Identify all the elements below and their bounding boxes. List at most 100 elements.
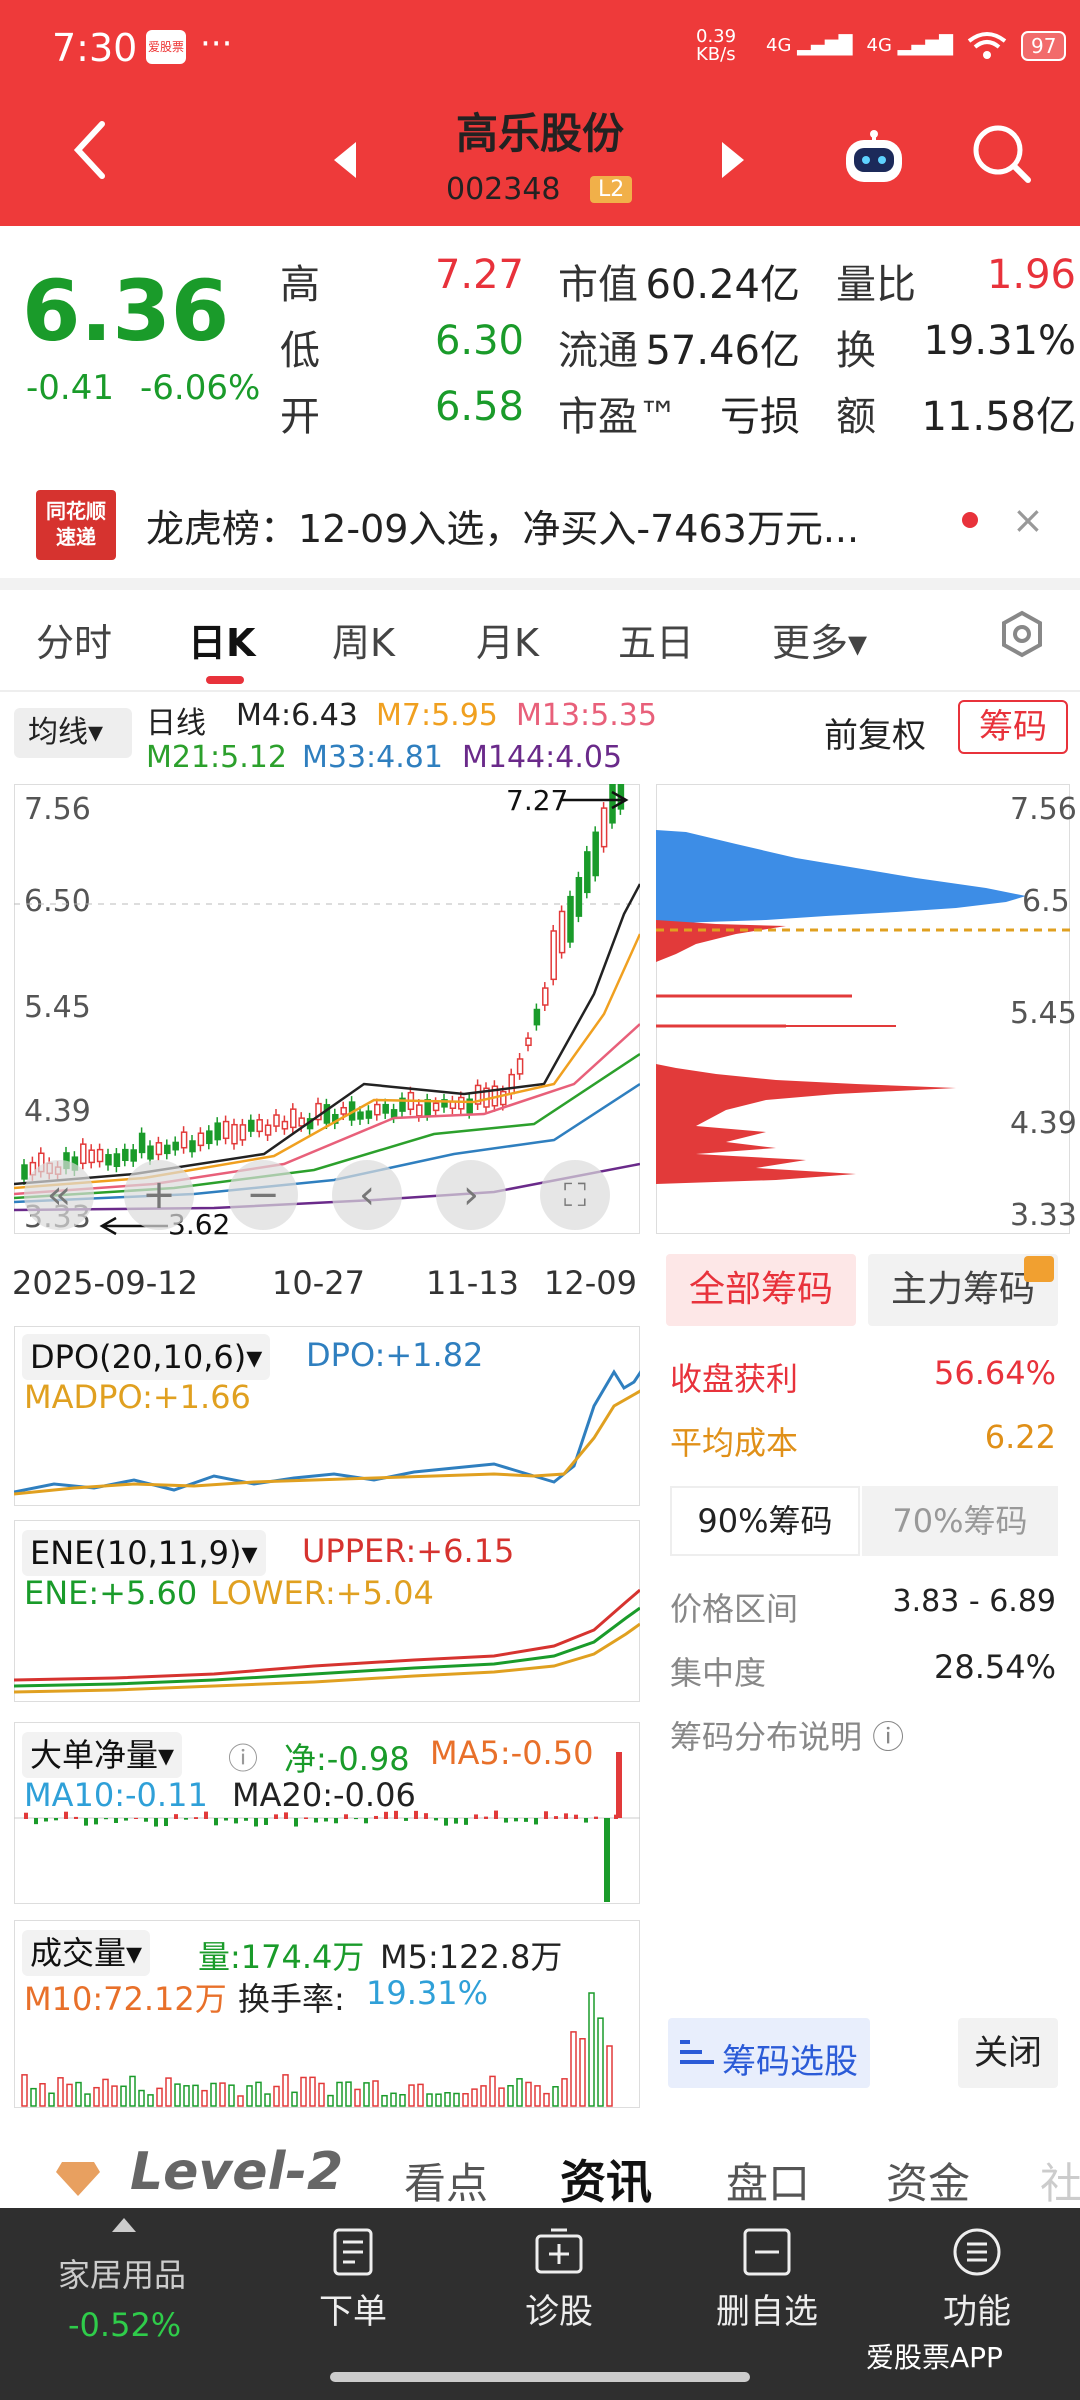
volume-bar bbox=[300, 2076, 307, 2107]
bigorder-bar bbox=[224, 1818, 228, 1821]
section-divider bbox=[0, 578, 1080, 590]
chip-select-button[interactable]: 筹码选股 bbox=[722, 2042, 858, 2082]
adjust-mode-label[interactable]: 前复权 bbox=[824, 716, 926, 756]
diagnose-button[interactable]: 诊股 bbox=[494, 2226, 624, 2333]
bigorder-ma10: MA10:-0.11 bbox=[24, 1776, 208, 1814]
volume-bar bbox=[228, 2084, 235, 2107]
next-stock-icon[interactable] bbox=[718, 140, 748, 180]
label-turnover: 换 bbox=[836, 328, 876, 374]
x-date: 11-13 bbox=[426, 1264, 519, 1302]
chip-close-button[interactable]: 关闭 bbox=[958, 2018, 1058, 2088]
back-icon[interactable] bbox=[70, 120, 110, 180]
tab-news[interactable]: 资讯 bbox=[560, 2155, 652, 2209]
candle-body bbox=[164, 1144, 171, 1155]
function-button[interactable]: 功能 bbox=[912, 2226, 1042, 2333]
robot-assistant-icon[interactable] bbox=[840, 128, 908, 188]
bigorder-bar bbox=[144, 1818, 148, 1822]
bigorder-chart bbox=[14, 1752, 640, 1902]
tab-five-day[interactable]: 五日 bbox=[618, 621, 695, 665]
chart-settings-icon[interactable] bbox=[998, 610, 1046, 658]
label-float-cap: 流通 bbox=[558, 328, 638, 374]
candle-body bbox=[533, 1008, 541, 1026]
pan-left-icon[interactable]: ‹ bbox=[332, 1160, 402, 1230]
bigorder-bar bbox=[104, 1818, 108, 1820]
pan-right-icon[interactable]: › bbox=[436, 1160, 506, 1230]
bigorder-bar bbox=[354, 1818, 358, 1820]
remove-watchlist-button[interactable]: 删自选 bbox=[702, 2226, 832, 2333]
volume-bar bbox=[462, 2093, 469, 2107]
chip-toggle-button[interactable]: 筹码 bbox=[958, 700, 1068, 754]
bigorder-net: 净:-0.98 bbox=[284, 1740, 410, 1778]
sector-name[interactable]: 家居用品 bbox=[58, 2256, 187, 2294]
banner-close-icon[interactable]: × bbox=[1012, 498, 1044, 542]
dpo-selector[interactable]: DPO(20,10,6)▾ bbox=[22, 1334, 271, 1380]
volume-bar bbox=[93, 2086, 100, 2107]
tab-intraday[interactable]: 分时 bbox=[36, 621, 113, 665]
bigorder-bar bbox=[494, 1810, 498, 1819]
rewind-icon[interactable]: « bbox=[24, 1160, 94, 1230]
fullscreen-icon[interactable]: ⛶ bbox=[540, 1160, 610, 1230]
banner-text[interactable]: 龙虎榜：12-09入选，净买入-7463万元... bbox=[146, 507, 860, 551]
chip-90-segment[interactable]: 90%筹码 bbox=[670, 1486, 860, 1556]
volume-bar bbox=[237, 2095, 244, 2107]
volume-bar bbox=[48, 2092, 55, 2107]
chip-explain-link[interactable]: 筹码分布说明 ⓘ bbox=[670, 1718, 905, 1756]
bigorder-bar bbox=[124, 1818, 128, 1821]
bigorder-selector[interactable]: 大单净量▾ bbox=[22, 1732, 183, 1778]
dpo-value: DPO:+1.82 bbox=[306, 1336, 484, 1374]
volume-bar bbox=[354, 2088, 361, 2107]
signal-icon-2: 4G ▂▄▆█ bbox=[866, 35, 954, 56]
help-icon[interactable]: ⓘ bbox=[228, 1742, 258, 1777]
bigorder-bar bbox=[434, 1818, 438, 1821]
volume-bar bbox=[30, 2087, 37, 2107]
zoom-in-icon[interactable]: + bbox=[124, 1160, 194, 1230]
volume-bar bbox=[426, 2093, 433, 2107]
chip-y-tick: 3.33 bbox=[1010, 1198, 1077, 1233]
bigorder-bar bbox=[534, 1818, 538, 1825]
tab-daily-k[interactable]: 日K bbox=[188, 621, 256, 665]
volume-bar bbox=[372, 2080, 379, 2107]
zoom-out-icon[interactable]: − bbox=[228, 1160, 298, 1230]
tab-orderbook[interactable]: 盘口 bbox=[726, 2159, 811, 2208]
expand-up-icon[interactable] bbox=[112, 2218, 136, 2232]
candle-body bbox=[558, 910, 566, 954]
prev-stock-icon[interactable] bbox=[330, 140, 360, 180]
volume-selector[interactable]: 成交量▾ bbox=[22, 1930, 151, 1976]
order-button[interactable]: 下单 bbox=[288, 2226, 418, 2333]
chip-tab-all[interactable]: 全部筹码 bbox=[666, 1254, 856, 1326]
candle-body bbox=[147, 1145, 154, 1160]
value-market-cap: 60.24亿 bbox=[645, 262, 800, 308]
volume-bar bbox=[417, 2083, 424, 2107]
bigorder-bar bbox=[244, 1818, 248, 1821]
candle-body bbox=[206, 1130, 213, 1145]
x-date: 2025-09-12 bbox=[12, 1264, 198, 1302]
value-high: 7.27 bbox=[434, 252, 524, 298]
ma-m33: M33:4.81 bbox=[302, 740, 443, 775]
search-icon[interactable] bbox=[970, 122, 1034, 186]
chip-tab-main[interactable]: 主力筹码 bbox=[868, 1254, 1058, 1326]
chip-70-segment[interactable]: 70%筹码 bbox=[862, 1486, 1058, 1556]
candle-body bbox=[458, 1096, 465, 1110]
volume-bar bbox=[318, 2082, 325, 2107]
candle-body bbox=[130, 1149, 137, 1162]
bigorder-bar bbox=[204, 1811, 208, 1819]
tab-funds[interactable]: 资金 bbox=[886, 2159, 971, 2208]
tab-level2[interactable]: Level-2 bbox=[130, 2142, 344, 2202]
sector-change: -0.52% bbox=[68, 2306, 182, 2344]
indicator-ma-selector[interactable]: 均线▾ bbox=[14, 708, 132, 758]
candle-body bbox=[424, 1099, 431, 1116]
volume-bar bbox=[579, 2038, 586, 2107]
volume-bar bbox=[210, 2082, 217, 2107]
tab-community[interactable]: 社 bbox=[1040, 2159, 1080, 2208]
ene-selector[interactable]: ENE(10,11,9)▾ bbox=[22, 1530, 266, 1576]
tab-weekly-k[interactable]: 周K bbox=[332, 621, 395, 665]
tab-monthly-k[interactable]: 月K bbox=[476, 621, 539, 665]
bigorder-bar bbox=[154, 1818, 158, 1827]
candle-body bbox=[508, 1073, 515, 1095]
tab-highlights[interactable]: 看点 bbox=[404, 2159, 489, 2208]
volume-bar bbox=[264, 2093, 271, 2107]
candle-body bbox=[197, 1132, 205, 1147]
tab-more[interactable]: 更多▾ bbox=[772, 621, 868, 665]
label-low: 低 bbox=[280, 328, 320, 374]
volume-bar bbox=[165, 2077, 172, 2107]
